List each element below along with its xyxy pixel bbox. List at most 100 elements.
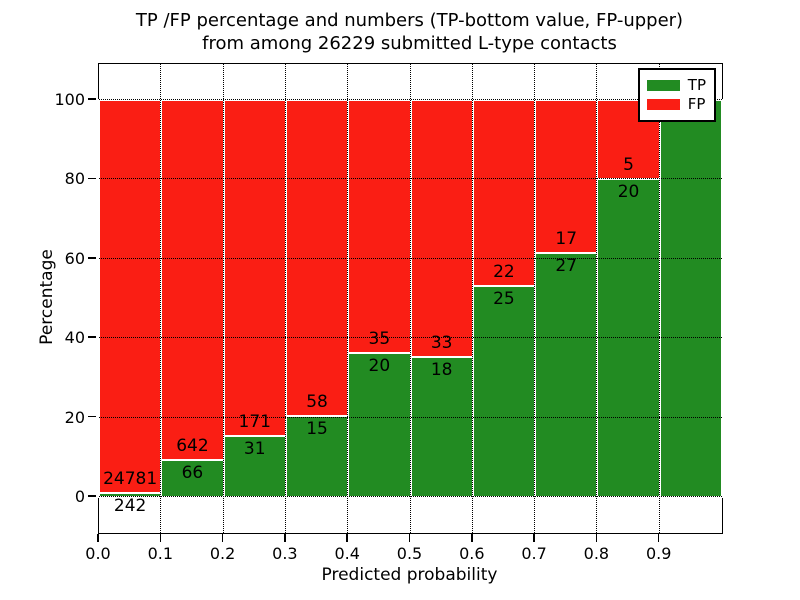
y-tick: [88, 495, 96, 497]
y-tick-label: 40: [64, 328, 85, 348]
tp-bar-segment: [472, 285, 536, 498]
tp-count-label: 31: [243, 439, 266, 460]
bar-edge-horizontal: [471, 496, 537, 499]
tp-bar-segment: [161, 460, 224, 498]
x-tick-label: 0.7: [521, 544, 547, 563]
tp-count-label: 66: [181, 463, 204, 484]
bar-edge-horizontal: [284, 496, 350, 499]
bar-edge-horizontal: [534, 98, 599, 101]
bar-edge-horizontal: [284, 98, 350, 101]
tp-count-label: 20: [368, 355, 391, 376]
gridline-vertical: [160, 64, 162, 533]
fp-bar-segment: [535, 99, 598, 254]
plot-area: TP FP 24781 242 642 66 171 31 58 15 35 20 33 18 22 25 1…: [98, 63, 723, 534]
fp-count-label: 22: [493, 261, 515, 282]
y-tick-label: 80: [64, 169, 85, 189]
bar-edge-vertical: [658, 98, 661, 499]
bar-edge-vertical: [534, 98, 537, 499]
bar-edge-horizontal: [222, 435, 287, 438]
chart-title-line2: from among 26229 submitted L-type contac…: [202, 33, 617, 54]
bar-edge-vertical: [409, 98, 412, 499]
fp-count-label: 58: [306, 391, 328, 412]
tp-count-label: 242: [113, 496, 147, 517]
tp-count-label: 27: [555, 256, 578, 277]
chart-title: TP /FP percentage and numbers (TP-bottom…: [98, 9, 721, 55]
x-tick-label: 0.1: [147, 544, 174, 563]
fp-count-label: 35: [368, 328, 391, 349]
fp-bar-segment: [99, 99, 162, 494]
bar-edge-horizontal: [222, 98, 287, 101]
x-axis-label: Predicted probability: [321, 565, 498, 585]
gridline-horizontal: [99, 416, 722, 418]
gridline-horizontal: [99, 178, 722, 180]
x-tick: [97, 534, 99, 542]
legend: TP FP: [637, 68, 716, 122]
x-tick-label: 0.0: [85, 544, 111, 563]
tp-bar-segment: [410, 356, 473, 498]
y-tick-label: 60: [64, 248, 85, 268]
bar-edge-vertical: [98, 98, 100, 499]
tp-bar-segment: [99, 493, 162, 498]
bar-edge-horizontal: [222, 496, 287, 499]
x-tick: [284, 534, 286, 542]
x-tick-label: 0.3: [272, 544, 298, 563]
fp-count-label: 171: [238, 412, 271, 433]
bar-edge-horizontal: [284, 414, 350, 417]
fp-bar-segment: [348, 99, 411, 353]
fp-count-label: 642: [176, 436, 209, 457]
y-tick: [88, 415, 96, 418]
gridline-vertical: [658, 64, 660, 533]
legend-entry-tp: TP: [646, 76, 706, 94]
x-tick: [159, 534, 162, 542]
fp-bar-segment: [161, 99, 224, 461]
tp-bar-segment: [285, 415, 349, 498]
x-tick-label: 0.4: [334, 544, 360, 563]
x-tick: [657, 534, 660, 542]
y-tick: [88, 336, 96, 338]
y-tick-label: 100: [54, 89, 85, 109]
fp-count-label: 5: [623, 155, 634, 176]
bar-edge-horizontal: [596, 496, 661, 499]
tp-count-label: 25: [493, 288, 515, 309]
y-tick-label: 0: [74, 487, 85, 507]
tp-bar-segment: [535, 253, 598, 498]
x-tick: [533, 534, 535, 542]
fp-bar-segment: [410, 99, 473, 357]
bar-edge-vertical: [721, 98, 723, 499]
tp-count-label: 18: [430, 359, 453, 380]
tp-count-label: 20: [617, 182, 640, 203]
gridline-vertical: [284, 64, 286, 533]
bar-edge-horizontal: [347, 98, 412, 101]
bar-edge-horizontal: [596, 98, 661, 101]
bar-edge-horizontal: [471, 284, 537, 287]
bar-edge-vertical: [347, 98, 350, 499]
y-tick: [88, 98, 96, 100]
bar-edge-horizontal: [160, 496, 225, 499]
bar-edge-horizontal: [347, 496, 412, 499]
bar-edge-vertical: [471, 98, 474, 499]
bar-edge-horizontal: [160, 98, 225, 101]
tp-bar-segment: [348, 352, 411, 498]
bar-edge-horizontal: [409, 496, 474, 499]
y-tick: [88, 177, 96, 179]
bar-edge-horizontal: [98, 98, 163, 101]
gridline-vertical: [409, 64, 411, 533]
bar-edge-horizontal: [98, 496, 163, 499]
y-tick: [88, 257, 96, 259]
bar-edge-horizontal: [160, 459, 225, 462]
chart-title-line1: TP /FP percentage and numbers (TP-bottom…: [135, 10, 684, 31]
bar-edge-vertical: [284, 98, 287, 499]
legend-label: TP: [687, 76, 706, 94]
x-tick-label: 0.8: [583, 544, 610, 563]
x-tick: [346, 534, 348, 542]
gridline-horizontal: [99, 257, 722, 259]
bar-edge-horizontal: [534, 496, 599, 499]
bar-edge-vertical: [222, 98, 225, 499]
x-tick-label: 0.2: [209, 544, 236, 563]
x-tick-label: 0.9: [645, 544, 672, 563]
x-tick-label: 0.6: [459, 544, 485, 563]
tp-bar-segment: [659, 99, 722, 498]
tp-count-label: 15: [306, 418, 328, 439]
legend-entry-fp: FP: [646, 96, 706, 112]
